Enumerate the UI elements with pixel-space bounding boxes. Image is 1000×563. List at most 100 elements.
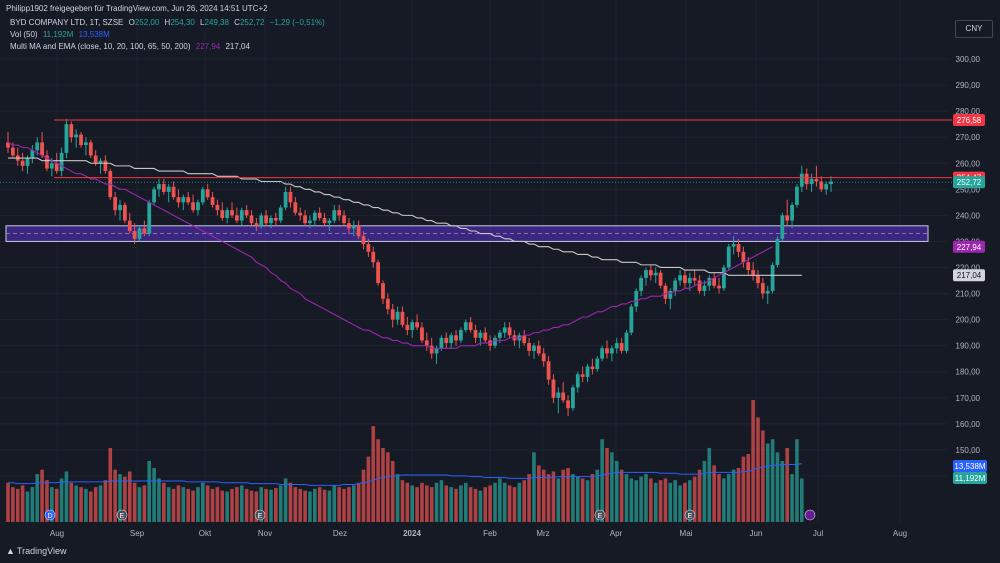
candle-body	[502, 327, 507, 333]
volume-bar	[532, 452, 536, 522]
volume-bar	[775, 452, 780, 522]
volume-bar	[658, 480, 663, 522]
candle-body	[634, 290, 639, 307]
time-tick-label: Nov	[258, 529, 272, 538]
candle-body	[351, 225, 356, 229]
volume-bar	[313, 488, 317, 522]
legend-ma-value1: 227,94	[195, 42, 221, 51]
legend-volume-row: Vol (50) 11,192M 13,538M	[10, 30, 113, 39]
candle-body	[49, 163, 54, 169]
volume-bar	[507, 485, 512, 522]
candle-body	[298, 212, 303, 216]
volume-bar	[429, 487, 434, 522]
price-tick-label: 200,00	[956, 316, 981, 325]
volume-bar	[298, 488, 302, 522]
event-marker-icon	[684, 509, 696, 521]
candle-body	[751, 270, 756, 276]
price-label-bg	[953, 176, 985, 189]
price-label: 217,04	[957, 271, 982, 280]
volume-bar	[765, 443, 770, 522]
candle-body	[230, 210, 234, 216]
volume-bar	[707, 447, 712, 522]
candle-body	[717, 285, 721, 289]
currency-button[interactable]: CNY	[955, 20, 993, 38]
time-tick-label: Aug	[893, 529, 907, 538]
legend-vol-label[interactable]: Vol (50)	[10, 30, 38, 39]
candle-body	[366, 244, 371, 252]
volume-bar	[225, 491, 229, 522]
volume-bar	[561, 469, 565, 522]
tradingview-logo-icon: ▲	[6, 546, 15, 556]
candle-body	[712, 277, 717, 286]
candle-body	[171, 186, 176, 198]
volume-bar	[147, 461, 152, 522]
volume-bar	[283, 478, 288, 522]
volume-bar	[595, 469, 600, 522]
price-label: 227,94	[957, 243, 982, 252]
volume-bar	[332, 485, 337, 522]
legend-symbol-row: BYD COMPANY LTD, 1T, SZSE O252,00 H254,3…	[10, 18, 328, 27]
candle-body	[176, 197, 181, 203]
volume-label: 11,192M	[955, 474, 986, 483]
volume-bar	[361, 469, 366, 522]
candle-body	[692, 277, 697, 281]
volume-bar	[386, 452, 390, 522]
volume-bar	[176, 485, 181, 522]
candle-body	[824, 184, 829, 190]
candle-body	[420, 327, 424, 341]
candle-body	[273, 217, 278, 221]
candle-body	[658, 272, 663, 286]
candle-body	[98, 160, 103, 164]
candle-body	[410, 322, 415, 331]
volume-bar	[493, 482, 497, 522]
candle-body	[614, 343, 619, 349]
candle-body	[40, 142, 44, 156]
candle-body	[424, 340, 429, 346]
event-marker-label: E	[688, 513, 693, 520]
time-tick-label: Mai	[680, 529, 693, 538]
volume-bar	[683, 482, 687, 522]
volume-bar	[371, 426, 376, 522]
candle-body	[639, 277, 643, 291]
event-marker-label: D	[47, 513, 52, 520]
event-marker-label: E	[598, 513, 603, 520]
candle-body	[605, 348, 609, 354]
volume-bar	[585, 480, 590, 522]
candle-body	[308, 220, 312, 224]
candle-body	[293, 202, 298, 213]
candle-body	[585, 366, 590, 377]
candle-body	[186, 197, 191, 203]
candle-body	[726, 246, 731, 268]
candle-body	[687, 277, 692, 284]
event-marker-icon	[44, 509, 56, 521]
volume-bar	[288, 482, 293, 522]
volume-bar	[600, 439, 604, 522]
volume-bar	[571, 474, 575, 522]
price-label: 252,72	[957, 178, 982, 187]
candle-body	[283, 191, 288, 208]
candle-body	[721, 267, 726, 289]
volume-bar	[239, 485, 244, 522]
volume-bar	[249, 490, 254, 522]
volume-bar	[454, 488, 458, 522]
candle-body	[478, 332, 483, 338]
legend-change: −1,29 (−0,51%)	[269, 18, 325, 27]
volume-bar	[20, 485, 25, 522]
time-tick-label: Okt	[199, 529, 212, 538]
volume-bar	[123, 476, 127, 522]
candle-body	[356, 225, 361, 237]
volume-bar	[366, 456, 371, 522]
candle-body	[429, 345, 434, 354]
volume-bar	[137, 487, 142, 522]
volume-bar	[317, 487, 322, 522]
volume-bar	[181, 487, 186, 522]
candle-body	[731, 244, 736, 247]
legend-high: 254,30	[170, 18, 195, 27]
volume-bar	[390, 461, 395, 522]
legend-symbol[interactable]: BYD COMPANY LTD, 1T, SZSE	[10, 18, 124, 27]
legend-ma-label[interactable]: Multi MA and EMA (close, 10, 20, 100, 65…	[10, 42, 191, 51]
volume-bar	[108, 447, 113, 522]
candle-body	[770, 264, 775, 291]
price-tick-label: 260,00	[956, 159, 981, 168]
